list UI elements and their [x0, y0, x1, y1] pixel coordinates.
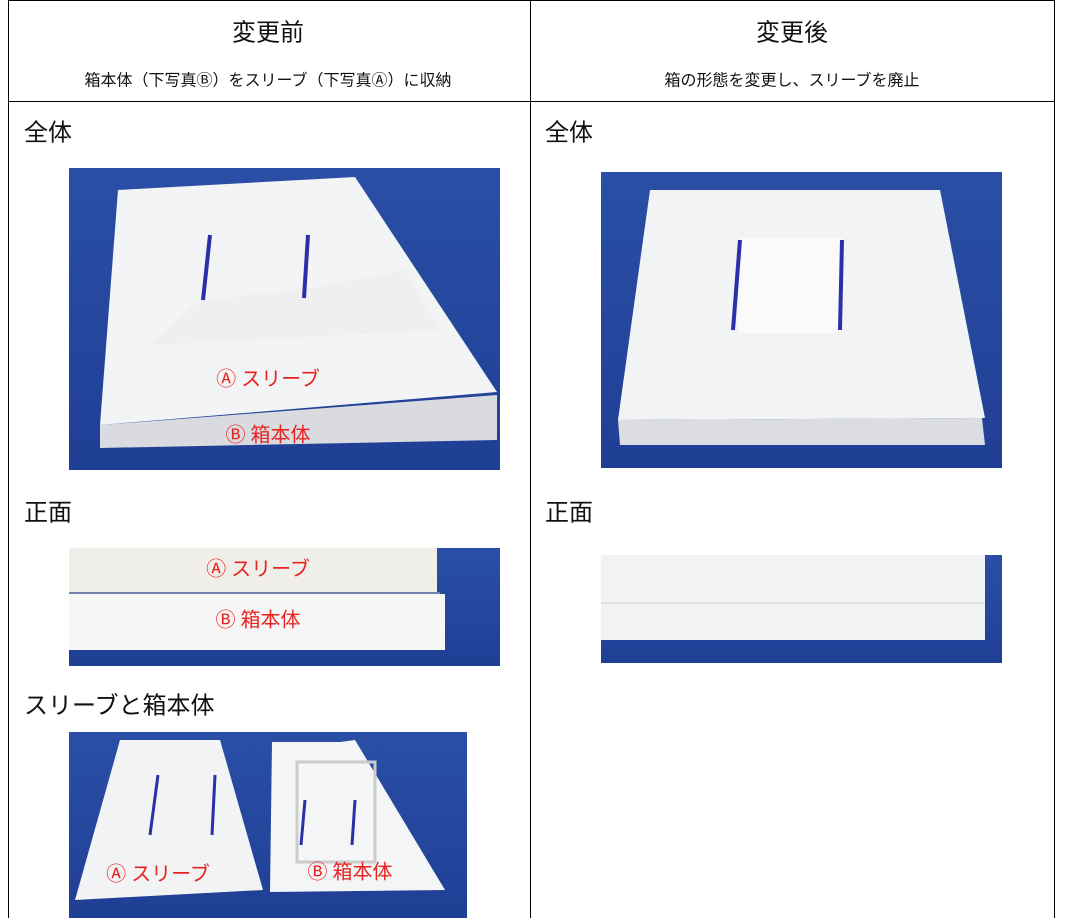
column-subtitle: 箱の形態を変更し、スリーブを廃止: [664, 71, 919, 90]
section-heading: 正面: [545, 501, 593, 527]
section-heading: 全体: [24, 120, 72, 147]
section-heading: 正面: [24, 501, 72, 527]
photo-label: Ⓑ 箱本体: [216, 609, 301, 632]
column-title: 変更後: [756, 20, 828, 47]
photo-label: Ⓐ スリーブ: [106, 862, 210, 886]
table-border: [8, 0, 1055, 918]
photo: [69, 732, 467, 918]
column-title: 変更前: [232, 20, 304, 47]
photo: [601, 555, 1002, 663]
photo-label: Ⓑ 箱本体: [308, 861, 393, 884]
section-heading: スリーブと箱本体: [24, 693, 215, 720]
photo-label: Ⓑ 箱本体: [226, 424, 311, 447]
photo: [69, 548, 500, 666]
section-heading: 全体: [545, 120, 593, 147]
photo-label: Ⓐ スリーブ: [216, 367, 320, 391]
photo: [69, 168, 500, 470]
photo-label: Ⓐ スリーブ: [206, 557, 310, 581]
photo: [601, 172, 1002, 468]
column-subtitle: 箱本体（下写真Ⓑ）をスリーブ（下写真Ⓐ）に収納: [84, 71, 451, 90]
